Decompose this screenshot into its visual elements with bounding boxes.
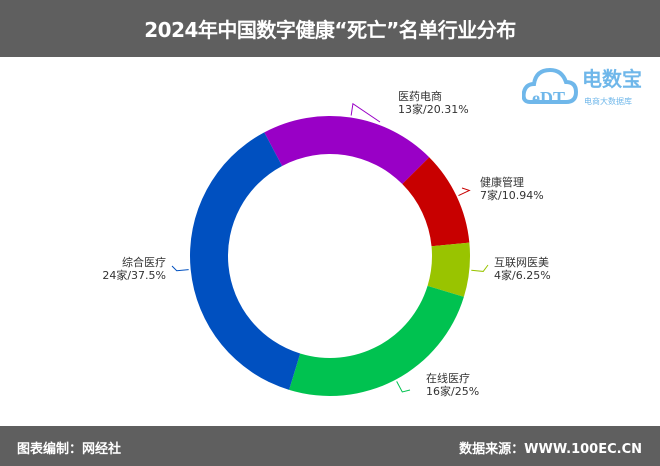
label-leader-line (350, 102, 381, 123)
footer-source: 数据来源：WWW.100EC.CN (459, 442, 642, 457)
slice-value-label: 24家/37.5% (102, 268, 166, 282)
slice-name-label: 健康管理 (480, 175, 524, 189)
slice-name-label: 在线医疗 (426, 371, 470, 385)
label-leader-line (471, 264, 489, 272)
slice-name-label: 互联网医美 (494, 256, 549, 269)
label-leader-line (396, 381, 411, 393)
footer-credit: 图表编制：网经社 (17, 442, 122, 457)
donut-slice-3[interactable] (289, 285, 464, 396)
donut-slice-1[interactable] (402, 157, 470, 247)
logo-mark: eDT (532, 88, 565, 108)
label-leader-line (458, 187, 471, 197)
label-leader-line (171, 265, 189, 272)
slice-value-label: 16家/25% (426, 384, 479, 398)
logo-cloud-icon: eDT 电数宝 电商大数据库 (522, 67, 642, 108)
slice-value-label: 13家/20.31% (398, 102, 469, 116)
slice-value-label: 4家/6.25% (494, 268, 551, 282)
donut-slice-0[interactable] (264, 116, 430, 185)
donut-slice-2[interactable] (427, 242, 470, 297)
slice-name-label: 综合医疗 (122, 255, 166, 269)
logo-text: 电数宝 (582, 67, 642, 91)
footer-bar: 图表编制：网经社 数据来源：WWW.100EC.CN (0, 426, 660, 466)
logo-subtext: 电商大数据库 (584, 96, 632, 106)
chart-title-bar: 2024年中国数字健康“死亡”名单行业分布 (0, 0, 660, 57)
slice-name-label: 医药电商 (398, 89, 442, 103)
chart-title: 2024年中国数字健康“死亡”名单行业分布 (144, 18, 516, 42)
logo: eDT 电数宝 电商大数据库 (522, 60, 652, 115)
donut-slice-4[interactable] (190, 132, 301, 390)
slice-value-label: 7家/10.94% (480, 188, 544, 202)
